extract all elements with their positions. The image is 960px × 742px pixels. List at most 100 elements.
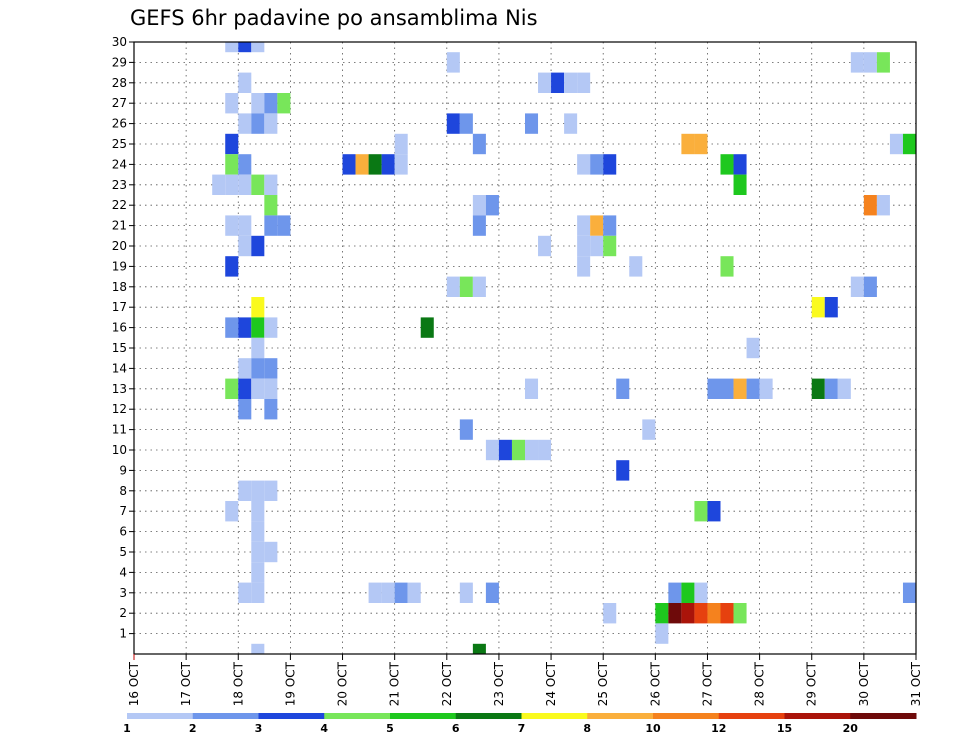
heatmap-cell xyxy=(590,215,604,236)
heatmap-cell xyxy=(251,337,265,359)
y-tick-label: 15 xyxy=(112,341,127,355)
heatmap-cell xyxy=(342,154,356,175)
colorbar-swatch xyxy=(587,713,654,719)
heatmap-cell xyxy=(225,174,239,195)
colorbar-swatch xyxy=(718,713,785,719)
colorbar-swatch xyxy=(258,713,325,719)
heatmap-cell xyxy=(355,154,369,175)
heatmap-cell xyxy=(264,541,278,563)
heatmap-cell xyxy=(238,235,252,257)
heatmap-cell xyxy=(251,480,265,501)
x-tick-label: 21 OCT xyxy=(388,661,402,706)
colorbar-label: 4 xyxy=(320,722,328,735)
colorbar-label: 7 xyxy=(518,722,526,735)
colorbar-swatch xyxy=(653,713,720,719)
heatmap-cell xyxy=(538,72,552,93)
y-tick-label: 4 xyxy=(119,565,127,579)
heatmap-cell xyxy=(485,195,499,216)
heatmap-cell xyxy=(863,195,877,216)
heatmap-cell xyxy=(603,235,617,257)
heatmap-cell xyxy=(238,317,252,338)
heatmap-cell xyxy=(264,113,278,134)
heatmap-cell xyxy=(538,235,552,257)
heatmap-cell xyxy=(238,113,252,134)
y-tick-label: 16 xyxy=(112,321,127,335)
heatmap-cell xyxy=(498,439,512,461)
y-tick-label: 9 xyxy=(119,463,127,477)
heatmap-cell xyxy=(707,378,721,399)
heatmap-cell xyxy=(264,317,278,338)
heatmap-cell xyxy=(824,297,838,318)
heatmap-cell xyxy=(577,72,591,93)
heatmap-cell xyxy=(525,439,539,461)
y-tick-label: 25 xyxy=(112,137,127,151)
heatmap-cell xyxy=(577,154,591,175)
x-tick-label: 23 OCT xyxy=(492,661,506,706)
heatmap-cell xyxy=(733,378,747,399)
x-tick-label: 27 OCT xyxy=(700,661,714,706)
heatmap-cell xyxy=(681,603,695,624)
x-tick-label: 26 OCT xyxy=(648,661,662,706)
heatmap-cell xyxy=(564,72,578,93)
heatmap-cell xyxy=(394,154,408,175)
heatmap-cell xyxy=(251,42,265,53)
heatmap-cell xyxy=(902,582,916,603)
y-tick-label: 30 xyxy=(112,35,127,49)
x-tick-label: 28 OCT xyxy=(753,661,767,706)
colorbar-swatch xyxy=(324,713,391,719)
x-tick-label: 30 OCT xyxy=(857,661,871,706)
heatmap-cell xyxy=(381,582,395,603)
y-tick-label: 23 xyxy=(112,178,127,192)
colorbar-swatch xyxy=(455,713,522,719)
heatmap-cell xyxy=(694,582,708,603)
y-tick-label: 19 xyxy=(112,259,127,273)
y-tick-label: 20 xyxy=(112,239,127,253)
heatmap-cell xyxy=(837,378,851,399)
x-tick-label: 24 OCT xyxy=(544,661,558,706)
y-tick-label: 22 xyxy=(112,198,127,212)
heatmap-cell xyxy=(668,582,682,603)
heatmap-cell xyxy=(590,154,604,175)
heatmap-cell xyxy=(264,358,278,379)
colorbar-swatch xyxy=(127,713,194,719)
colorbar-swatch xyxy=(192,713,259,719)
heatmap-cell xyxy=(251,582,265,603)
colorbar-label: 12 xyxy=(711,722,726,735)
colorbar-label: 8 xyxy=(583,722,591,735)
x-tick-label: 19 OCT xyxy=(283,661,297,706)
heatmap-cell xyxy=(472,195,486,216)
heatmap-cell xyxy=(603,215,617,236)
colorbar-swatch xyxy=(784,713,851,719)
heatmap-cell xyxy=(459,419,473,440)
heatmap-cell xyxy=(707,501,721,522)
heatmap-cell xyxy=(277,215,291,236)
heatmap-cell xyxy=(616,378,630,399)
heatmap-cell xyxy=(225,215,239,236)
y-tick-label: 28 xyxy=(112,76,127,90)
heatmap-cell xyxy=(264,480,278,501)
y-tick-label: 12 xyxy=(112,402,127,416)
heatmap-cell xyxy=(251,521,265,542)
heatmap-cell xyxy=(551,72,565,93)
heatmap-cell xyxy=(720,154,734,175)
heatmap-cell xyxy=(238,378,252,399)
heatmap-cell xyxy=(707,603,721,624)
heatmap-cell xyxy=(264,215,278,236)
heatmap-cell xyxy=(238,174,252,195)
colorbar-label: 15 xyxy=(777,722,792,735)
heatmap-cell xyxy=(212,174,226,195)
colorbar-label: 1 xyxy=(123,722,131,735)
y-tick-label: 26 xyxy=(112,117,127,131)
y-tick-label: 6 xyxy=(119,525,127,539)
heatmap-cell xyxy=(525,113,539,134)
heatmap-cell xyxy=(642,419,656,440)
heatmap-cell xyxy=(251,174,265,195)
heatmap-cell xyxy=(668,603,682,624)
heatmap-cell xyxy=(407,582,421,603)
heatmap-cell xyxy=(459,582,473,603)
heatmap-cell xyxy=(251,541,265,563)
heatmap-cell xyxy=(225,42,239,53)
heatmap-cell xyxy=(525,378,539,399)
colorbar-legend: 1 2 3 4 5 6 7 8 10 12 15 20 xyxy=(123,713,917,735)
